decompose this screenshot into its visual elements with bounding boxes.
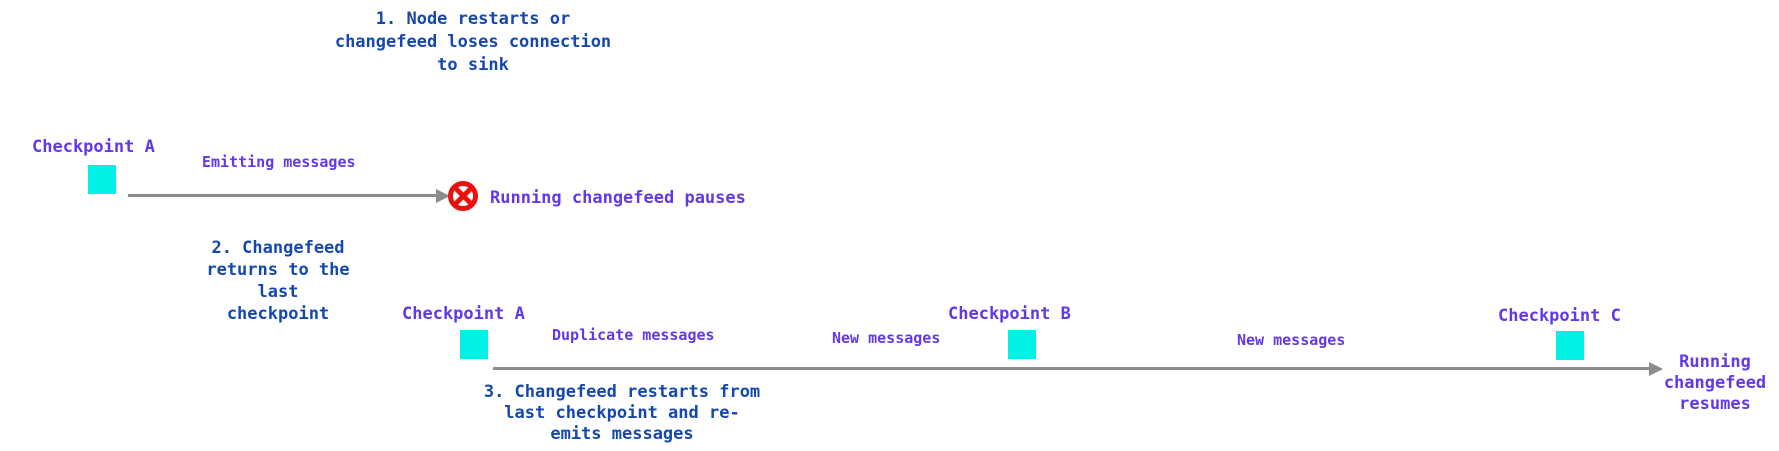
duplicate-messages-label: Duplicate messages [552, 326, 715, 344]
timeline2-checkpoint-b-label: Checkpoint B [948, 304, 1071, 324]
timeline2-checkpoint-c-label: Checkpoint C [1498, 306, 1621, 326]
pause-label: Running changefeed pauses [490, 188, 746, 208]
changefeed-pause-icon [448, 181, 478, 211]
timeline2-checkpoint-c-marker [1556, 331, 1584, 360]
step1-note: 1. Node restarts or changefeed loses con… [334, 9, 612, 75]
timeline2-checkpoint-b-marker [1008, 330, 1036, 359]
resume-label: Running changefeed resumes [1663, 352, 1767, 414]
timeline2-checkpoint-a-label: Checkpoint A [402, 304, 525, 324]
new-messages-label-2: New messages [1237, 331, 1346, 349]
timeline1-checkpoint-a-marker [88, 165, 116, 194]
timeline1-arrowhead-icon [436, 189, 450, 203]
timeline1-checkpoint-a-label: Checkpoint A [32, 137, 155, 157]
timeline2-arrow [493, 367, 1649, 370]
timeline1-arrow [128, 194, 438, 197]
new-messages-label-1: New messages [832, 329, 941, 347]
step3-note: 3. Changefeed restarts from last checkpo… [483, 382, 761, 444]
timeline2-checkpoint-a-marker [460, 330, 488, 359]
timeline2-arrowhead-icon [1649, 362, 1663, 376]
emitting-messages-label: Emitting messages [202, 153, 356, 171]
step2-note: 2. Changefeed returns to the last checkp… [206, 238, 350, 324]
